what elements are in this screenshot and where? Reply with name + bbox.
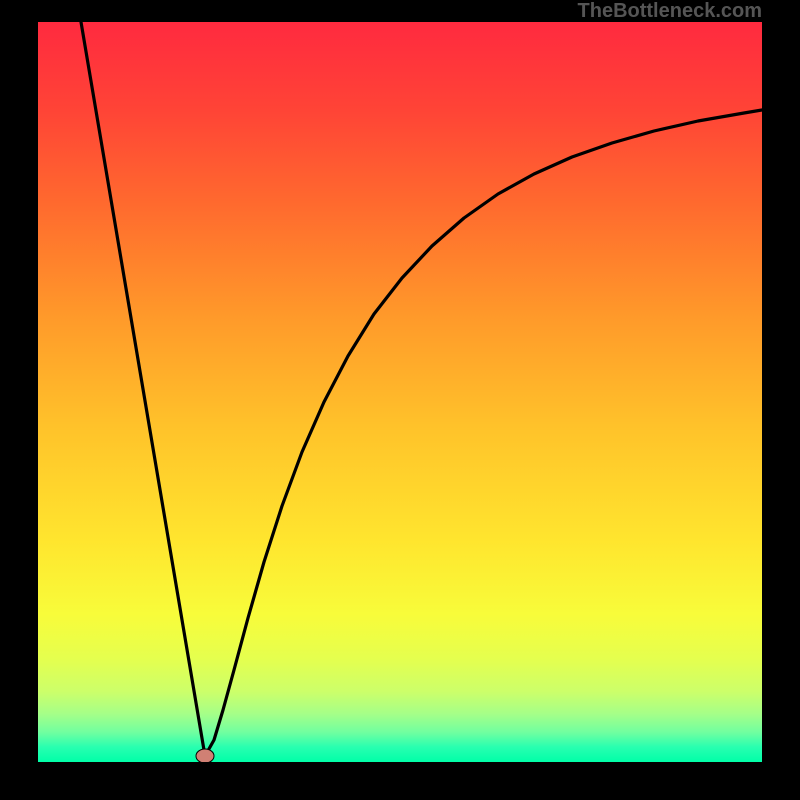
plot-area xyxy=(38,22,762,762)
bottleneck-curve xyxy=(81,22,762,756)
curve-layer xyxy=(38,22,762,762)
minimum-marker xyxy=(196,749,214,762)
watermark-text: TheBottleneck.com xyxy=(578,0,762,23)
